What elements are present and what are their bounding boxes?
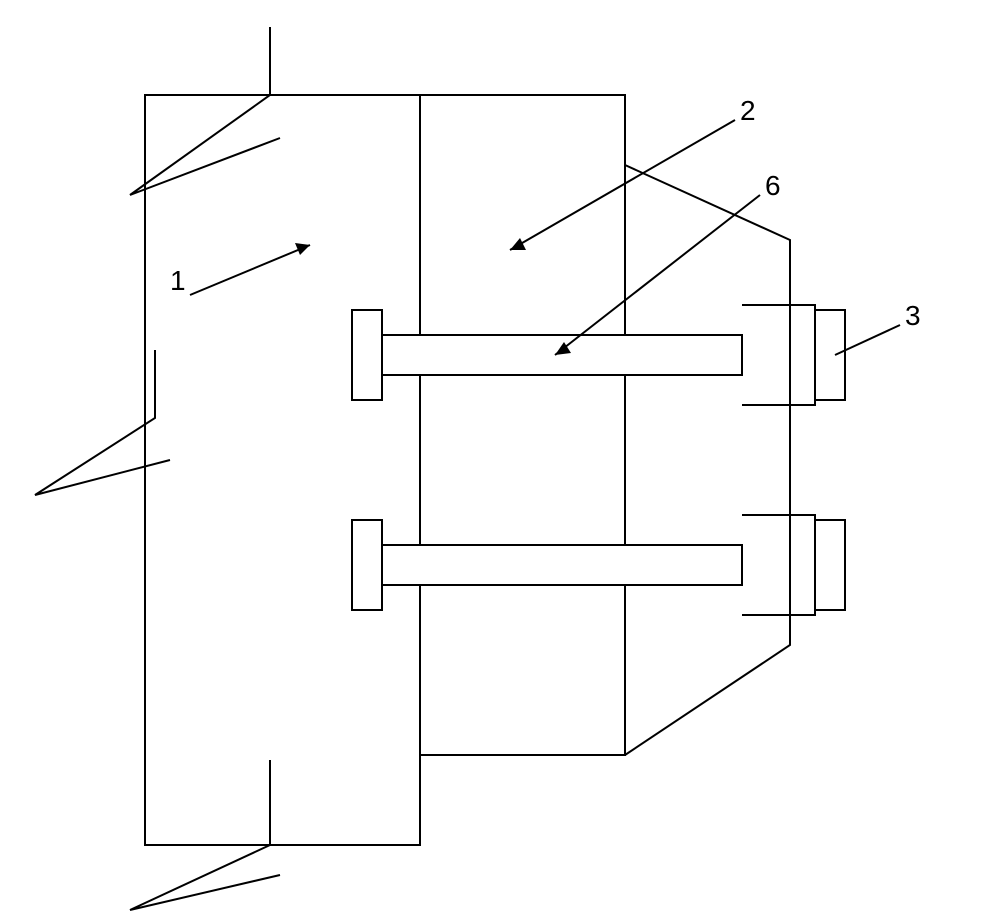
label-2: 2	[740, 95, 756, 126]
top-rod-end-block	[815, 310, 845, 400]
leader-6	[555, 195, 760, 355]
top-rod-bracket	[742, 305, 815, 405]
zigzag-top	[130, 27, 280, 195]
zigzag-middle	[35, 350, 170, 495]
zigzag-bottom	[130, 760, 280, 910]
leader-2-arrow	[510, 238, 526, 250]
technical-diagram: 1 2 6 3	[0, 0, 1000, 911]
label-6: 6	[765, 170, 781, 201]
bottom-rod-flange	[352, 520, 382, 610]
leader-2	[510, 120, 735, 250]
top-rod-shaft	[382, 335, 742, 375]
secondary-body-rect	[420, 95, 625, 755]
leader-lines	[190, 120, 900, 355]
bottom-rod-bracket	[742, 515, 815, 615]
main-body-rect	[145, 95, 420, 845]
label-3: 3	[905, 300, 921, 331]
bottom-rod-assembly	[352, 515, 845, 615]
trapezoid-shape	[625, 165, 790, 755]
leader-1-arrow	[295, 243, 310, 255]
top-rod-flange	[352, 310, 382, 400]
leader-1	[190, 245, 310, 295]
label-1: 1	[170, 265, 186, 296]
bottom-rod-shaft	[382, 545, 742, 585]
bottom-rod-end-block	[815, 520, 845, 610]
